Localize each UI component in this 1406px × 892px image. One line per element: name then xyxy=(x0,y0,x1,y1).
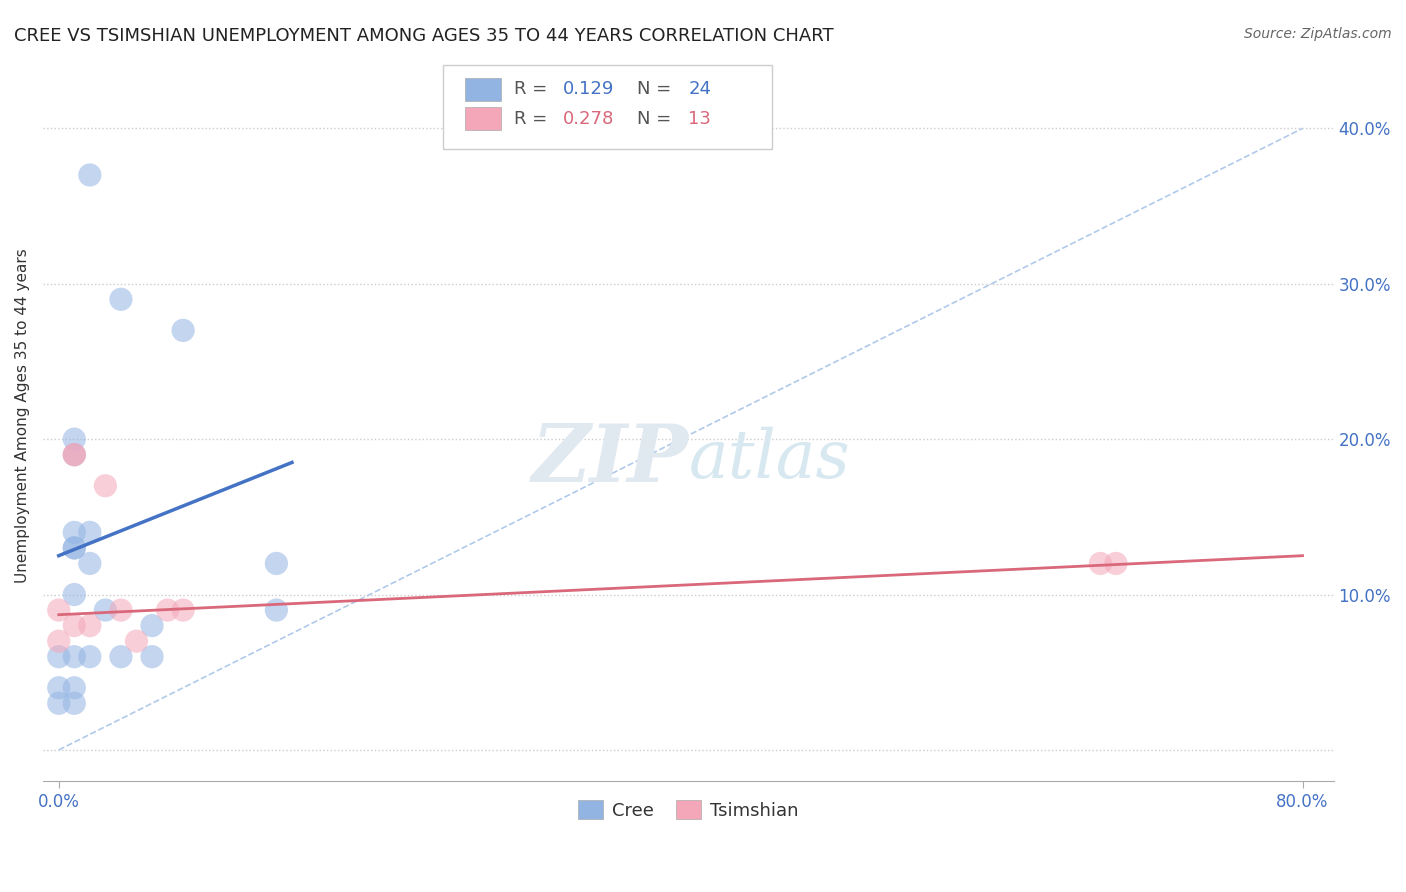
Point xyxy=(141,649,163,664)
Point xyxy=(266,603,288,617)
Point xyxy=(63,541,86,555)
Point xyxy=(79,618,101,632)
Text: ZIP: ZIP xyxy=(531,421,689,499)
Text: R =: R = xyxy=(515,110,553,128)
Point xyxy=(48,681,70,695)
Y-axis label: Unemployment Among Ages 35 to 44 years: Unemployment Among Ages 35 to 44 years xyxy=(15,249,30,583)
Point xyxy=(79,557,101,571)
Point xyxy=(79,649,101,664)
Legend: Cree, Tsimshian: Cree, Tsimshian xyxy=(571,793,806,827)
Point xyxy=(156,603,179,617)
Point xyxy=(110,649,132,664)
Point xyxy=(63,448,86,462)
Point xyxy=(141,618,163,632)
Point xyxy=(63,618,86,632)
Point xyxy=(266,557,288,571)
Text: N =: N = xyxy=(637,80,676,98)
Text: atlas: atlas xyxy=(689,427,851,492)
Point xyxy=(48,649,70,664)
FancyBboxPatch shape xyxy=(465,78,502,101)
Point xyxy=(172,603,194,617)
Text: 13: 13 xyxy=(689,110,711,128)
Point xyxy=(63,432,86,446)
Point xyxy=(94,479,117,493)
Point xyxy=(1090,557,1112,571)
Text: R =: R = xyxy=(515,80,553,98)
Point xyxy=(79,168,101,182)
Point xyxy=(63,681,86,695)
Text: Source: ZipAtlas.com: Source: ZipAtlas.com xyxy=(1244,27,1392,41)
Point xyxy=(63,696,86,710)
Point xyxy=(63,448,86,462)
Point xyxy=(63,525,86,540)
Point xyxy=(63,541,86,555)
Point xyxy=(172,323,194,337)
Text: CREE VS TSIMSHIAN UNEMPLOYMENT AMONG AGES 35 TO 44 YEARS CORRELATION CHART: CREE VS TSIMSHIAN UNEMPLOYMENT AMONG AGE… xyxy=(14,27,834,45)
Point xyxy=(63,649,86,664)
Point xyxy=(1105,557,1128,571)
Point xyxy=(63,448,86,462)
Text: 0.129: 0.129 xyxy=(564,80,614,98)
Point xyxy=(48,603,70,617)
Point xyxy=(63,588,86,602)
FancyBboxPatch shape xyxy=(465,107,502,130)
Text: N =: N = xyxy=(637,110,676,128)
Point xyxy=(110,293,132,307)
Point xyxy=(125,634,148,648)
Point xyxy=(48,696,70,710)
Point xyxy=(110,603,132,617)
Text: 24: 24 xyxy=(689,80,711,98)
Point xyxy=(94,603,117,617)
Text: 0.278: 0.278 xyxy=(564,110,614,128)
Point xyxy=(48,634,70,648)
Point xyxy=(79,525,101,540)
FancyBboxPatch shape xyxy=(443,65,772,149)
